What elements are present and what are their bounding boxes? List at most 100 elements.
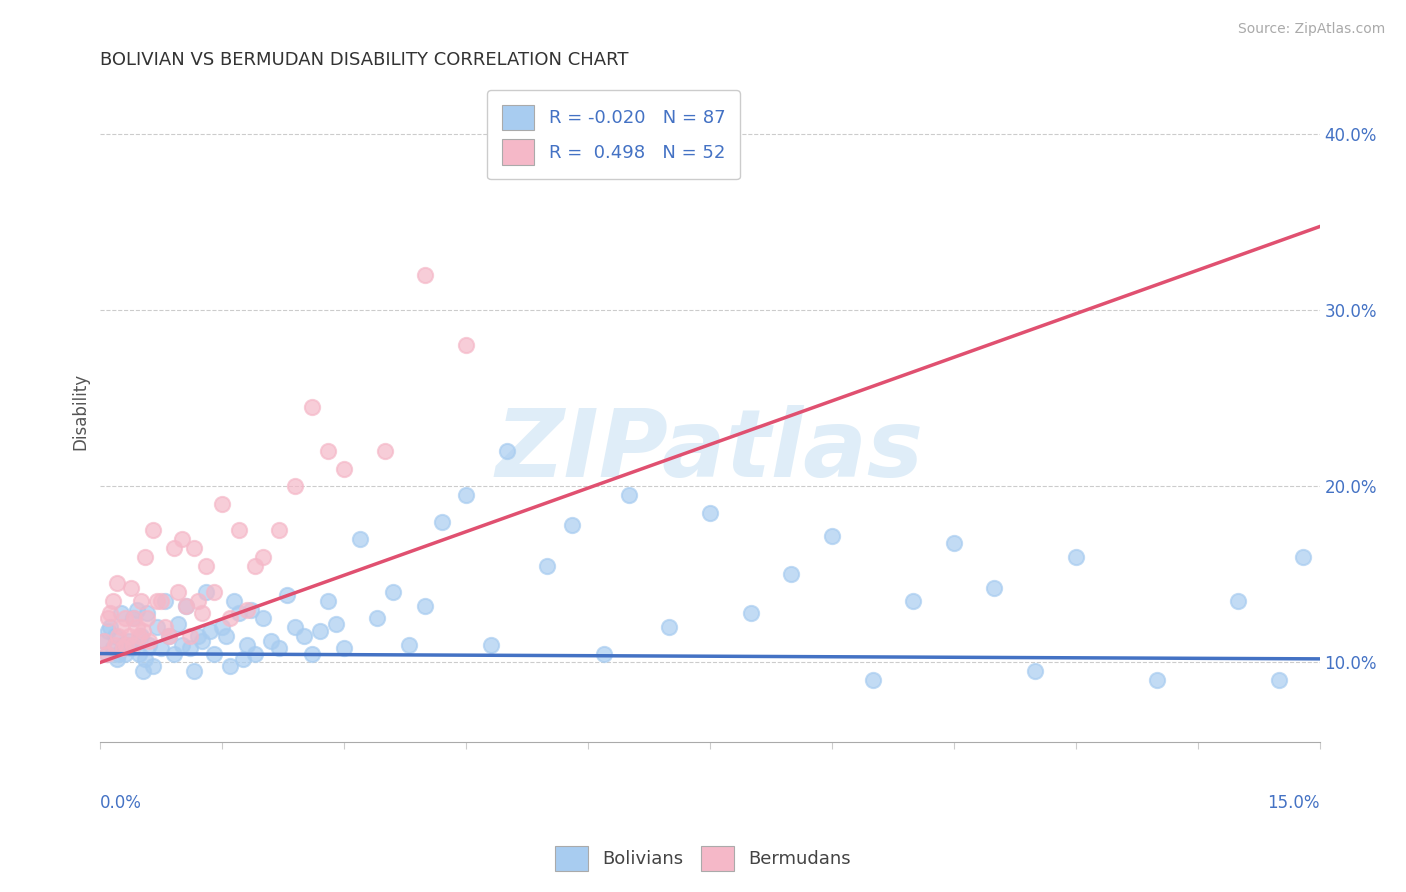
Point <box>495 444 517 458</box>
Point <box>381 585 404 599</box>
Point <box>333 641 356 656</box>
Point <box>138 634 160 648</box>
Point <box>191 634 214 648</box>
Point <box>138 638 160 652</box>
Point <box>198 624 221 638</box>
Point <box>415 599 437 613</box>
Point <box>131 664 153 678</box>
Point <box>1292 549 1315 564</box>
Point <box>183 541 205 555</box>
Point <box>128 647 150 661</box>
Point <box>96 647 118 661</box>
Point <box>187 629 209 643</box>
Point <box>243 647 266 661</box>
Point <box>166 585 188 599</box>
Point <box>536 558 558 573</box>
Point <box>252 611 274 625</box>
Text: Source: ZipAtlas.com: Source: ZipAtlas.com <box>1237 22 1385 37</box>
Point <box>430 515 453 529</box>
Point <box>118 629 141 643</box>
Point <box>215 629 238 643</box>
Point <box>128 629 150 643</box>
Point <box>134 549 156 564</box>
Point <box>228 524 250 538</box>
Point <box>162 647 184 661</box>
Point <box>129 629 152 643</box>
Point <box>114 611 136 625</box>
Point <box>110 620 132 634</box>
Point <box>101 593 124 607</box>
Point <box>97 624 120 638</box>
Point <box>235 602 257 616</box>
Point <box>131 624 153 638</box>
Point <box>415 268 437 282</box>
Point <box>316 593 339 607</box>
Point <box>658 620 681 634</box>
Point <box>93 634 115 648</box>
Point <box>159 629 181 643</box>
Point <box>155 620 177 634</box>
Point <box>174 599 197 613</box>
Point <box>166 616 188 631</box>
Point <box>284 620 307 634</box>
Point <box>146 620 169 634</box>
Point <box>97 611 120 625</box>
Legend: Bolivians, Bermudans: Bolivians, Bermudans <box>548 838 858 879</box>
Point <box>121 638 143 652</box>
Point <box>202 585 225 599</box>
Point <box>115 638 138 652</box>
Point <box>125 602 148 616</box>
Point <box>179 641 201 656</box>
Point <box>179 629 201 643</box>
Text: ZIPatlas: ZIPatlas <box>496 405 924 497</box>
Point <box>104 638 127 652</box>
Point <box>159 629 181 643</box>
Point <box>232 652 254 666</box>
Point <box>219 659 242 673</box>
Point <box>101 641 124 656</box>
Point <box>1146 673 1168 687</box>
Point <box>121 611 143 625</box>
Point <box>187 593 209 607</box>
Point <box>862 673 884 687</box>
Point <box>983 582 1005 596</box>
Point <box>617 488 640 502</box>
Point <box>150 593 173 607</box>
Point <box>243 558 266 573</box>
Point <box>699 506 721 520</box>
Point <box>191 606 214 620</box>
Point <box>740 606 762 620</box>
Point <box>202 647 225 661</box>
Point <box>107 647 129 661</box>
Point <box>124 638 146 652</box>
Point <box>134 652 156 666</box>
Text: BOLIVIAN VS BERMUDAN DISABILITY CORRELATION CHART: BOLIVIAN VS BERMUDAN DISABILITY CORRELAT… <box>100 51 628 69</box>
Point <box>456 338 478 352</box>
Point <box>479 638 502 652</box>
Point <box>120 641 142 656</box>
Point <box>561 518 583 533</box>
Y-axis label: Disability: Disability <box>72 373 89 450</box>
Point <box>195 585 218 599</box>
Point <box>276 589 298 603</box>
Point <box>183 664 205 678</box>
Point <box>219 611 242 625</box>
Point <box>136 611 159 625</box>
Point <box>142 524 165 538</box>
Text: 15.0%: 15.0% <box>1267 795 1320 813</box>
Point <box>301 400 323 414</box>
Point <box>901 593 924 607</box>
Point <box>292 629 315 643</box>
Point <box>129 593 152 607</box>
Point <box>308 624 330 638</box>
Point <box>284 479 307 493</box>
Point <box>120 582 142 596</box>
Point <box>235 638 257 652</box>
Text: 0.0%: 0.0% <box>100 795 142 813</box>
Point <box>301 647 323 661</box>
Legend: R = -0.020   N = 87, R =  0.498   N = 52: R = -0.020 N = 87, R = 0.498 N = 52 <box>488 90 740 179</box>
Point <box>96 647 118 661</box>
Point <box>325 616 347 631</box>
Point <box>125 620 148 634</box>
Point <box>114 647 136 661</box>
